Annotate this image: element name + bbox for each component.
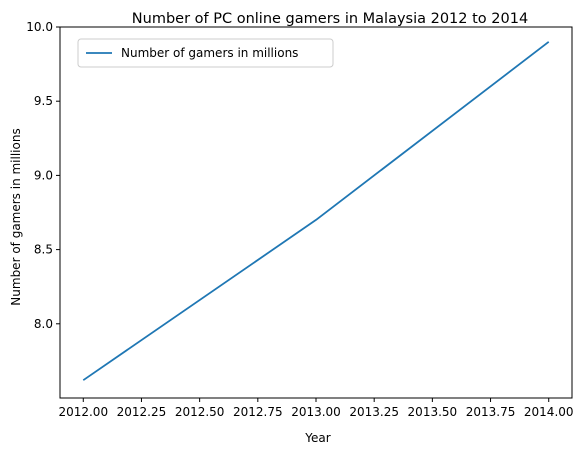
- y-tick-label: 8.0: [34, 317, 53, 331]
- x-axis-ticks: 2012.00 2012.25 2012.50 2012.75 2013.00 2013.…: [58, 398, 574, 419]
- y-tick-label: 10.0: [26, 20, 53, 34]
- y-axis-label: Number of gamers in millions: [9, 128, 23, 305]
- x-tick-label: 2012.00: [58, 405, 108, 419]
- x-axis-label: Year: [304, 431, 330, 445]
- y-axis-ticks: 8.0 8.5 9.0 9.5 10.0: [26, 20, 60, 331]
- x-tick-label: 2013.50: [408, 405, 458, 419]
- x-tick-label: 2013.75: [466, 405, 516, 419]
- y-tick-label: 9.5: [34, 94, 53, 108]
- x-tick-label: 2014.00: [524, 405, 574, 419]
- series-lines: [82, 41, 550, 381]
- y-tick-label: 9.0: [34, 168, 53, 182]
- legend: Number of gamers in millions: [77, 38, 334, 68]
- legend-box: [77, 38, 334, 68]
- x-tick-label: 2013.00: [291, 405, 341, 419]
- legend-entry-label: Number of gamers in millions: [121, 46, 298, 60]
- x-tick-label: 2012.75: [233, 405, 283, 419]
- x-tick-label: 2012.50: [175, 405, 225, 419]
- x-tick-label: 2012.25: [117, 405, 167, 419]
- y-tick-label: 8.5: [34, 243, 53, 257]
- chart-title: Number of PC online gamers in Malaysia 2…: [132, 11, 528, 27]
- series-line-0: [82, 41, 550, 381]
- x-tick-label: 2013.25: [349, 405, 399, 419]
